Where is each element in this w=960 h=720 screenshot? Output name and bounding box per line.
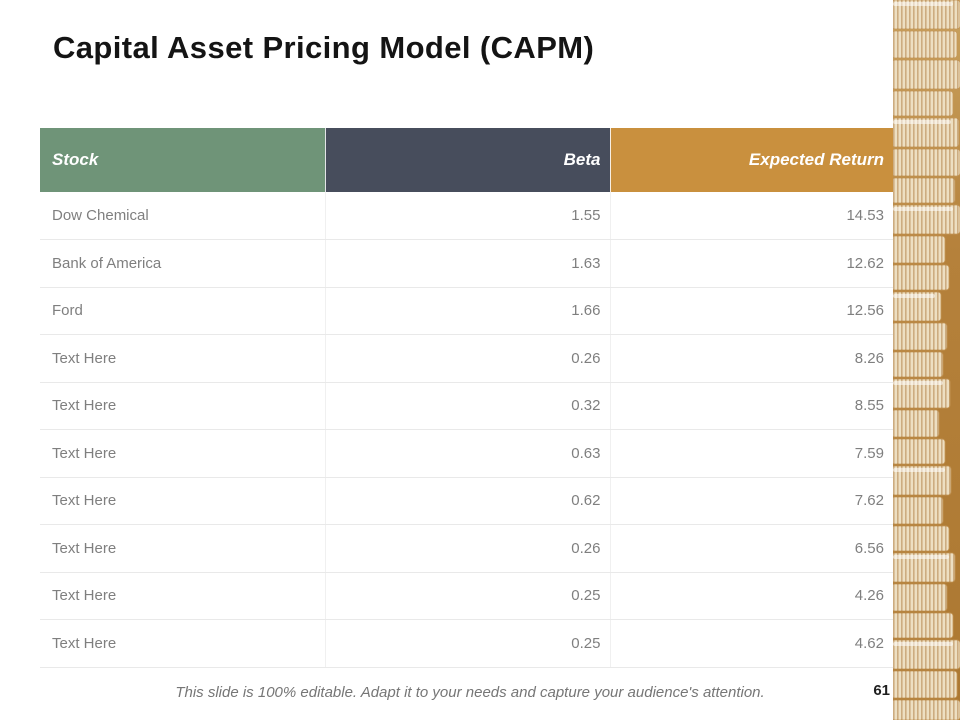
cell-stock: Bank of America bbox=[40, 239, 325, 288]
cell-expected-return: 12.62 bbox=[609, 239, 893, 288]
cell-stock: Text Here bbox=[40, 619, 325, 668]
cell-beta: 0.32 bbox=[324, 382, 610, 430]
cell-beta: 1.66 bbox=[324, 287, 610, 335]
table-row: Text Here 0.25 4.26 bbox=[40, 572, 893, 620]
table-row: Text Here 0.26 6.56 bbox=[40, 524, 893, 573]
cell-stock: Dow Chemical bbox=[40, 192, 325, 240]
cell-stock: Text Here bbox=[40, 382, 325, 430]
col-header-beta: Beta bbox=[324, 128, 610, 192]
table-row: Text Here 0.32 8.55 bbox=[40, 382, 893, 430]
cell-stock: Ford bbox=[40, 287, 325, 335]
cell-beta: 1.63 bbox=[324, 239, 610, 288]
cell-stock: Text Here bbox=[40, 429, 325, 478]
cell-stock: Text Here bbox=[40, 334, 325, 383]
col-header-expected-return: Expected Return bbox=[609, 128, 893, 192]
table-row: Text Here 0.63 7.59 bbox=[40, 429, 893, 478]
cell-beta: 0.62 bbox=[324, 477, 610, 525]
stacked-coins-image bbox=[893, 0, 960, 720]
table-row: Bank of America 1.63 12.62 bbox=[40, 239, 893, 288]
cell-beta: 0.26 bbox=[324, 334, 610, 383]
cell-expected-return: 8.55 bbox=[609, 382, 893, 430]
page-number: 61 bbox=[873, 682, 890, 699]
cell-expected-return: 4.62 bbox=[609, 619, 893, 668]
cell-beta: 0.26 bbox=[324, 524, 610, 573]
cell-expected-return: 12.56 bbox=[609, 287, 893, 335]
cell-stock: Text Here bbox=[40, 572, 325, 620]
cell-beta: 0.25 bbox=[324, 619, 610, 668]
cell-expected-return: 7.62 bbox=[609, 477, 893, 525]
cell-beta: 1.55 bbox=[324, 192, 610, 240]
cell-beta: 0.63 bbox=[324, 429, 610, 478]
cell-expected-return: 6.56 bbox=[609, 524, 893, 573]
table-row: Dow Chemical 1.55 14.53 bbox=[40, 192, 893, 240]
footer-note: This slide is 100% editable. Adapt it to… bbox=[175, 684, 765, 701]
cell-stock: Text Here bbox=[40, 477, 325, 525]
table-header-row: Stock Beta Expected Return bbox=[40, 128, 893, 192]
cell-expected-return: 7.59 bbox=[609, 429, 893, 478]
col-header-stock: Stock bbox=[40, 128, 325, 192]
cell-beta: 0.25 bbox=[324, 572, 610, 620]
table-row: Ford 1.66 12.56 bbox=[40, 287, 893, 335]
capm-table: Stock Beta Expected Return Dow Chemical … bbox=[40, 128, 893, 668]
table-row: Text Here 0.26 8.26 bbox=[40, 334, 893, 383]
cell-expected-return: 8.26 bbox=[609, 334, 893, 383]
cell-stock: Text Here bbox=[40, 524, 325, 573]
cell-expected-return: 4.26 bbox=[609, 572, 893, 620]
table-row: Text Here 0.25 4.62 bbox=[40, 619, 893, 668]
cell-expected-return: 14.53 bbox=[609, 192, 893, 240]
page-title: Capital Asset Pricing Model (CAPM) bbox=[53, 30, 595, 65]
table-row: Text Here 0.62 7.62 bbox=[40, 477, 893, 525]
